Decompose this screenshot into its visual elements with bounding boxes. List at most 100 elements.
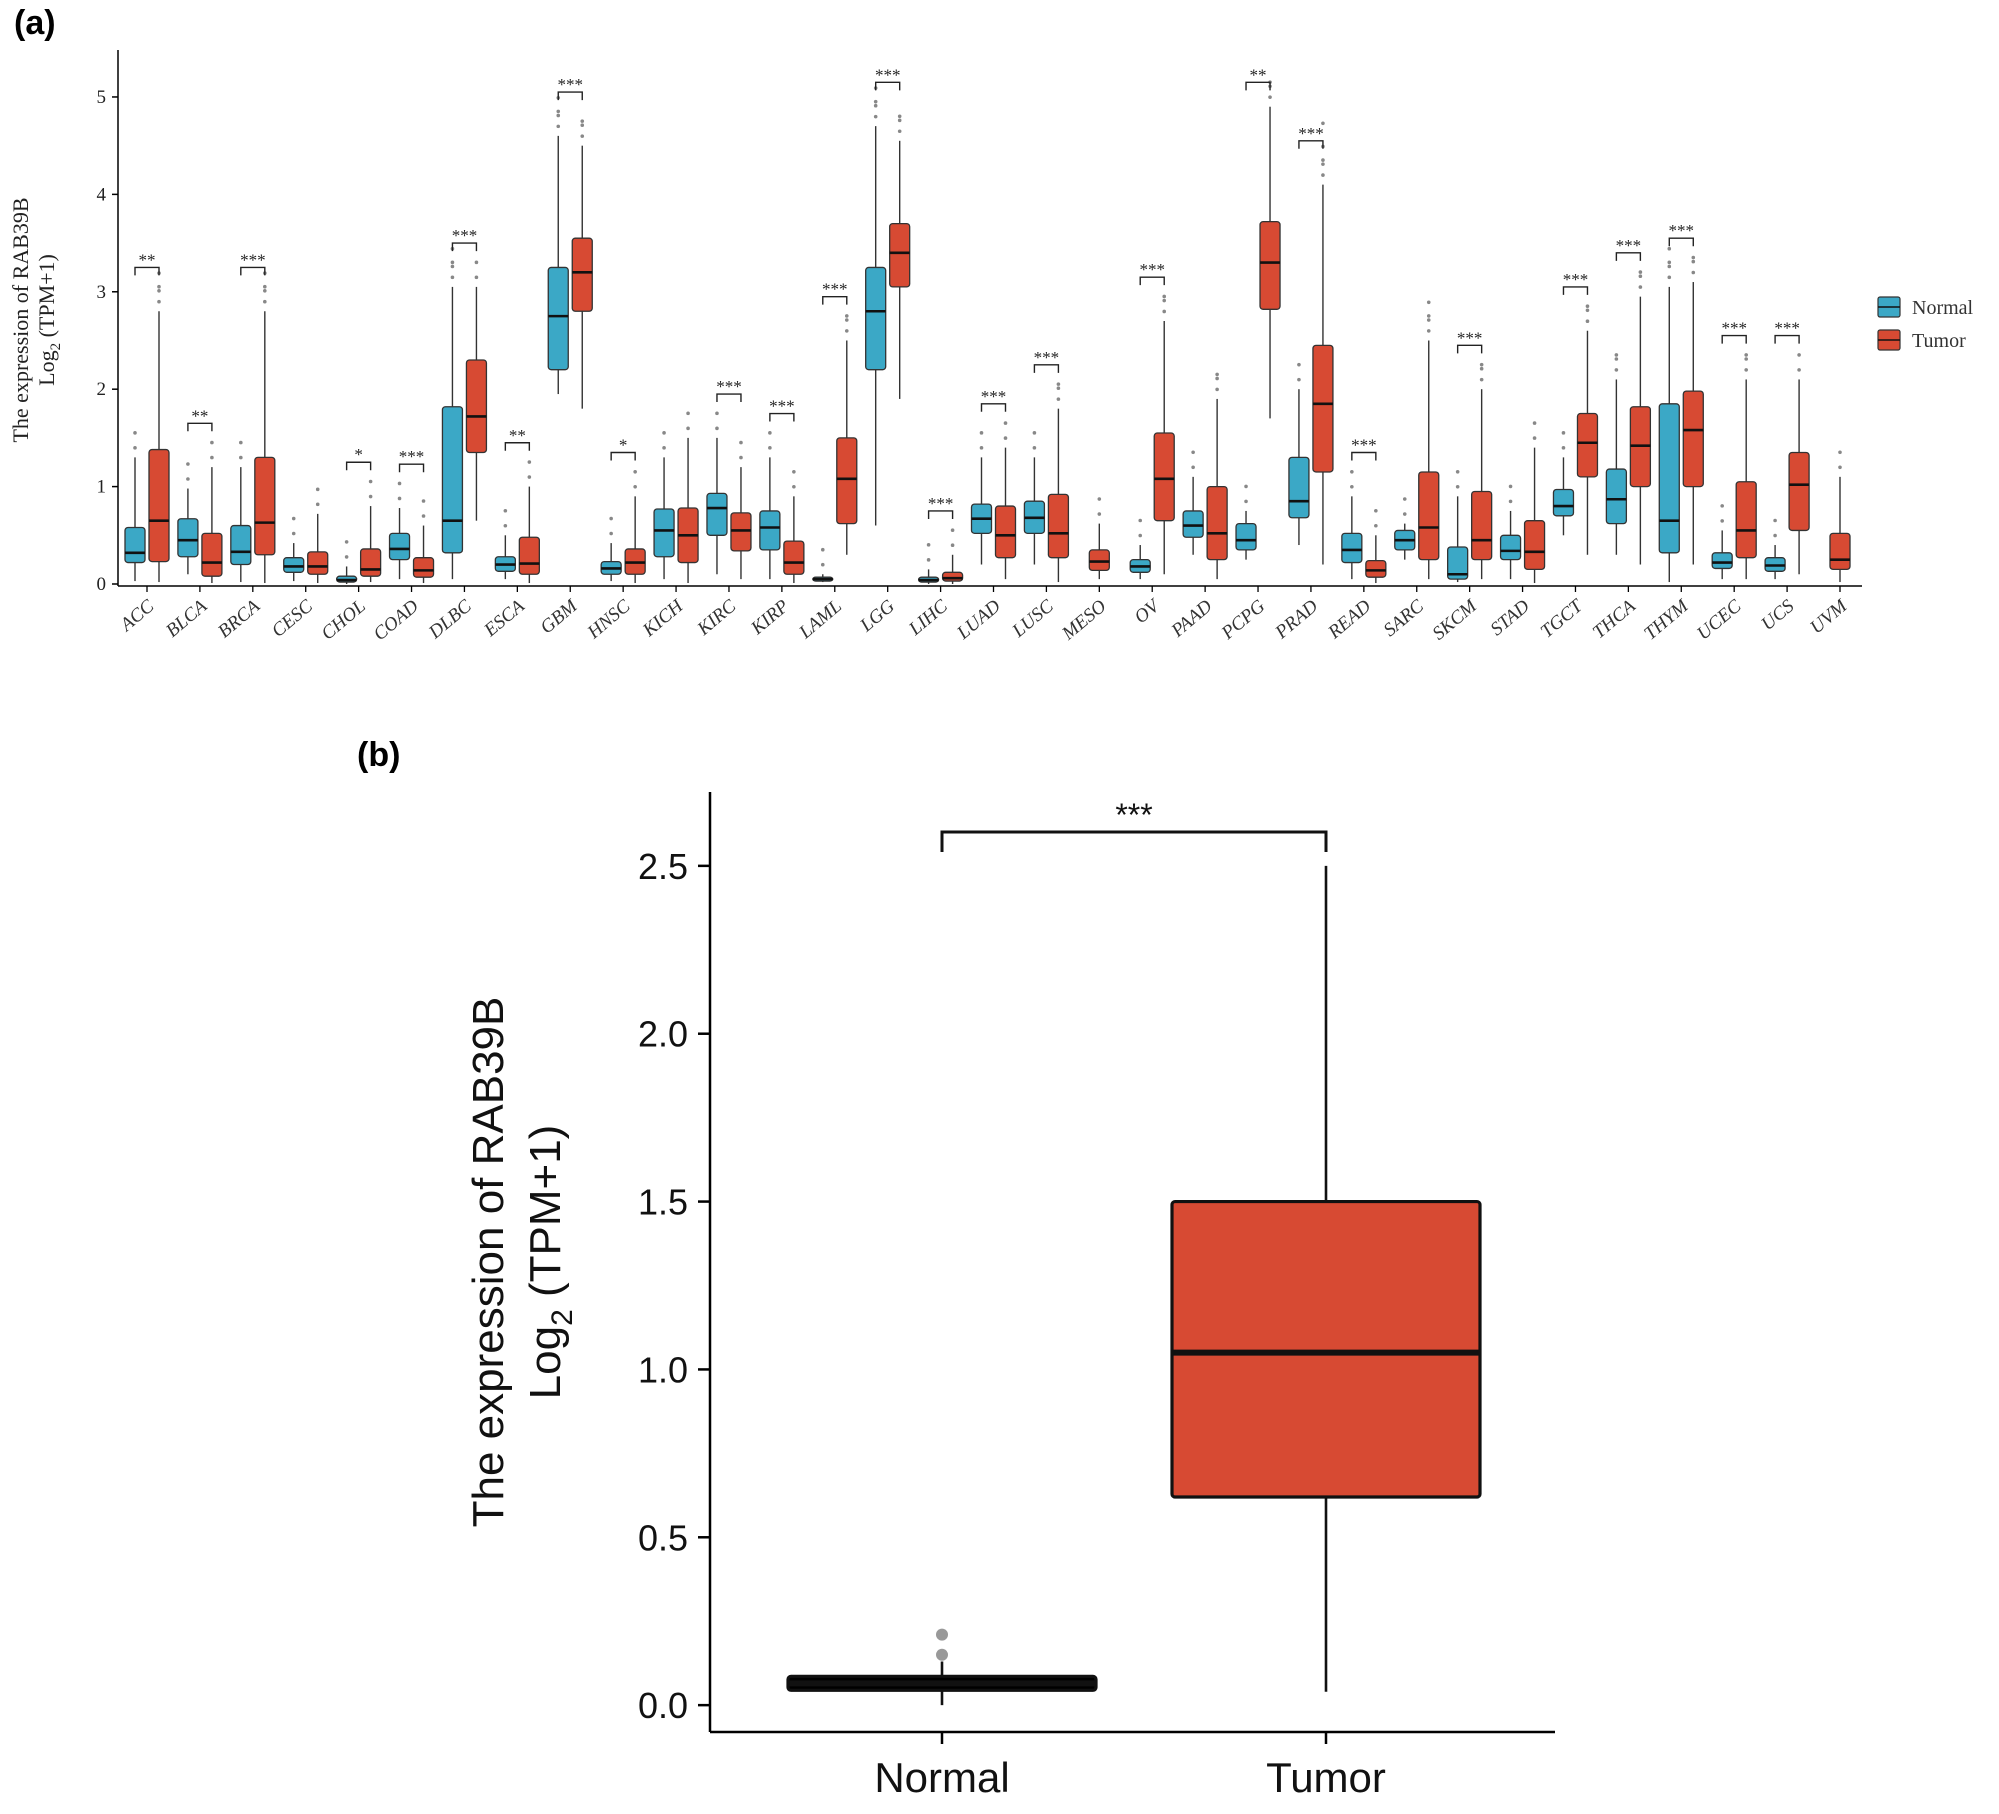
significance-bracket-prad bbox=[1298, 140, 1324, 149]
box bbox=[836, 437, 858, 525]
box bbox=[254, 456, 276, 556]
box bbox=[730, 512, 752, 552]
box bbox=[518, 536, 540, 575]
box-normal-dlbc bbox=[441, 246, 464, 580]
outlier-point bbox=[1508, 484, 1513, 489]
y-axis-title: The expression of RAB39B bbox=[8, 197, 33, 442]
significance-label-thca: *** bbox=[1616, 236, 1642, 255]
box bbox=[1365, 559, 1387, 578]
box-tumor-read bbox=[1365, 508, 1387, 584]
y-tick-label: 5 bbox=[97, 87, 107, 108]
outlier-point bbox=[344, 555, 349, 559]
x-tick-label-acc: ACC bbox=[115, 596, 159, 637]
significance-label-kirp: *** bbox=[769, 397, 795, 416]
outlier-point bbox=[397, 481, 402, 486]
box bbox=[1447, 546, 1469, 580]
y-axis-title-unit: Log2 (TPM+1) bbox=[521, 1125, 579, 1400]
significance-label-ucec: *** bbox=[1721, 319, 1747, 338]
box bbox=[1829, 532, 1851, 571]
outlier-point bbox=[792, 469, 796, 474]
outlier-point bbox=[1479, 377, 1484, 382]
box bbox=[1288, 456, 1310, 519]
outlier-point bbox=[210, 440, 214, 445]
box-normal-acc bbox=[124, 431, 146, 582]
box bbox=[148, 448, 170, 563]
panel-b-label: (b) bbox=[357, 736, 400, 774]
box bbox=[783, 540, 805, 575]
outlier-point bbox=[1691, 255, 1696, 260]
box-normal-cesc bbox=[283, 516, 305, 582]
box-normal-read bbox=[1341, 469, 1363, 580]
outlier-point bbox=[421, 514, 426, 518]
box-tumor-ucs bbox=[1788, 353, 1810, 575]
significance-bracket-esca bbox=[504, 442, 531, 451]
box bbox=[1418, 471, 1440, 561]
outlier-point bbox=[873, 103, 878, 108]
x-tick-label-ucec: UCEC bbox=[1693, 596, 1746, 645]
outlier-point bbox=[950, 528, 955, 533]
outlier-point bbox=[926, 558, 931, 562]
box-tumor-cesc bbox=[307, 487, 329, 584]
x-tick-label-tgct: TGCT bbox=[1537, 595, 1588, 643]
outlier-point bbox=[1508, 499, 1513, 504]
significance-label-skcm: *** bbox=[1457, 328, 1483, 347]
box-normal-blca bbox=[177, 462, 199, 575]
box-tumor-hnsc bbox=[624, 469, 646, 584]
box bbox=[230, 524, 252, 566]
box-normal-chol bbox=[335, 540, 358, 584]
outlier-point bbox=[1321, 121, 1325, 126]
box bbox=[865, 266, 887, 371]
outlier-point bbox=[1614, 357, 1619, 361]
box-tumor-lihc bbox=[941, 528, 964, 584]
box-normal-paad bbox=[1182, 450, 1204, 555]
box-normal-prad bbox=[1288, 362, 1310, 546]
box-tumor-acc bbox=[148, 271, 170, 583]
outlier-point bbox=[1350, 484, 1354, 489]
outlier-point bbox=[1479, 362, 1484, 367]
box-normal-hnsc bbox=[600, 516, 622, 582]
box bbox=[1471, 490, 1493, 561]
outlier-point bbox=[239, 440, 243, 445]
outlier-point bbox=[1585, 308, 1590, 313]
y-tick-label: 3 bbox=[97, 282, 107, 303]
outlier-point bbox=[979, 446, 984, 450]
significance-bracket-ucs bbox=[1774, 334, 1800, 344]
outlier-point bbox=[1561, 431, 1566, 435]
outlier-point bbox=[344, 540, 349, 544]
outlier-point bbox=[1297, 362, 1301, 367]
significance-bracket-acc bbox=[134, 266, 160, 276]
outlier-point bbox=[556, 124, 561, 129]
outlier-point bbox=[844, 314, 849, 318]
box-tumor-brca bbox=[254, 271, 276, 584]
outlier-point bbox=[1321, 158, 1325, 162]
outlier-point bbox=[820, 562, 825, 567]
box-tumor-luad bbox=[994, 421, 1017, 580]
box-normal-ucec bbox=[1711, 504, 1733, 580]
significance-bracket-pcpg bbox=[1245, 81, 1271, 91]
outlier-point bbox=[1838, 450, 1842, 455]
x-tick-label-gbm: GBM bbox=[536, 595, 582, 638]
x-tick-label-kirp: KIRP bbox=[746, 595, 793, 639]
box bbox=[201, 532, 223, 577]
outlier-point bbox=[1585, 304, 1590, 308]
outlier-point bbox=[1455, 484, 1460, 489]
significance-bracket-lihc bbox=[927, 510, 954, 519]
outlier-point bbox=[1426, 300, 1431, 305]
significance-label-lgg: *** bbox=[875, 65, 901, 84]
box bbox=[1711, 552, 1733, 570]
box bbox=[706, 492, 728, 536]
significance-label: *** bbox=[1115, 797, 1152, 833]
outlier-point bbox=[739, 455, 743, 460]
y-axis-title: The expression of RAB39B bbox=[464, 997, 513, 1528]
box-normal-lusc bbox=[1023, 431, 1046, 565]
y-tick-label: 2.0 bbox=[638, 1014, 688, 1055]
x-tick-label-kich: KICH bbox=[638, 595, 688, 642]
outlier-point bbox=[580, 123, 585, 128]
significance-bracket-brca bbox=[240, 266, 266, 276]
outlier-point bbox=[1162, 294, 1167, 299]
outlier-point bbox=[556, 109, 561, 114]
significance-label-lihc: *** bbox=[928, 494, 954, 513]
box-tumor-pcpg bbox=[1259, 80, 1281, 419]
outlier-point bbox=[157, 299, 161, 304]
outlier-point bbox=[662, 446, 666, 450]
